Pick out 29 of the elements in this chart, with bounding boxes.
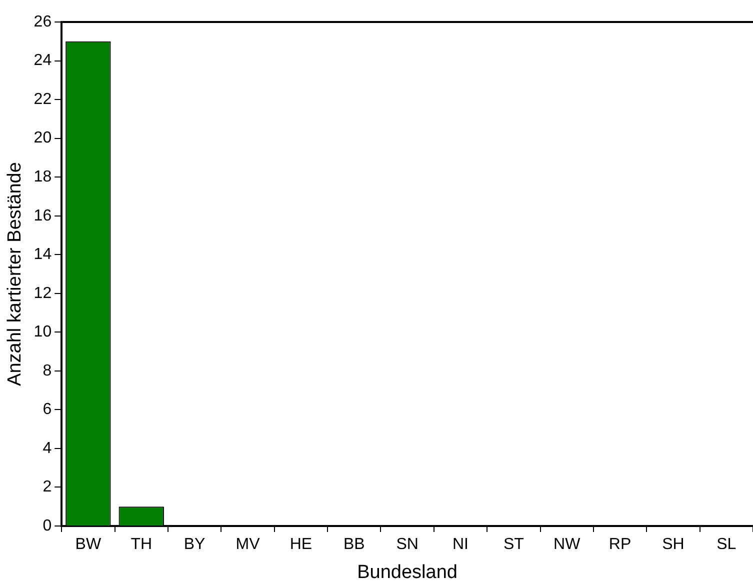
x-tick-label: BY: [184, 536, 206, 554]
y-tick-label: 16: [34, 207, 52, 224]
y-tick-label: 22: [34, 90, 52, 108]
y-tick-label: 24: [34, 52, 52, 70]
y-tick-label: 10: [34, 324, 52, 341]
x-tick-label: BB: [343, 536, 365, 554]
y-tick-label: 2: [42, 478, 52, 496]
y-tick-label: 0: [42, 517, 52, 534]
y-tick-label: 20: [34, 130, 52, 147]
x-tick-label: NI: [452, 536, 468, 554]
x-tick-label: SN: [396, 536, 418, 554]
x-tick-label: NW: [554, 536, 582, 554]
y-tick-label: 12: [34, 284, 52, 302]
y-tick-label: 6: [42, 401, 52, 418]
x-tick-label: HE: [290, 536, 312, 554]
x-axis-title: Bundesland: [357, 562, 458, 583]
x-tick-label: SL: [716, 536, 736, 554]
y-tick-label: 26: [34, 13, 52, 30]
x-tick-label: TH: [130, 536, 152, 554]
y-tick-label: 4: [42, 440, 52, 457]
x-tick-label: SH: [662, 536, 684, 554]
x-tick-label: BW: [75, 536, 102, 554]
y-tick-label: 8: [42, 362, 52, 380]
y-tick-label: 14: [34, 246, 52, 264]
x-tick-label: ST: [503, 536, 524, 554]
y-axis-title: Anzahl kartierter Bestände: [4, 162, 26, 386]
x-tick-label: RP: [608, 536, 632, 554]
x-tick-label: MV: [236, 536, 260, 554]
y-tick-label: 18: [34, 168, 52, 186]
